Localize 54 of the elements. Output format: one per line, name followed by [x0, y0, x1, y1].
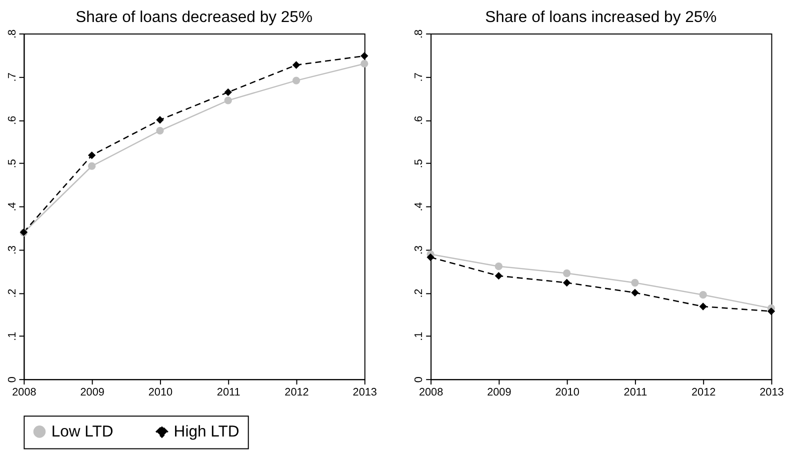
point	[360, 52, 368, 60]
y-tick-label: .8	[413, 29, 426, 38]
y-tick-label: 0	[6, 376, 18, 383]
point	[360, 60, 368, 68]
x-tick-label: 2010	[148, 386, 173, 398]
point	[156, 126, 164, 134]
x-tick-label: 2011	[216, 386, 240, 398]
x-tick-label: 2008	[418, 386, 444, 398]
legend-label: Low LTD	[51, 424, 114, 441]
legend-label: High LTD	[174, 424, 240, 441]
y-tick-label: .5	[6, 159, 18, 168]
x-tick-label: 2009	[80, 386, 104, 398]
point	[631, 288, 639, 297]
y-tick-label: .7	[6, 72, 18, 82]
y-tick-label: .2	[413, 288, 426, 298]
point	[292, 61, 300, 69]
point	[88, 151, 96, 160]
point	[426, 253, 434, 262]
y-tick-label: .4	[413, 202, 426, 212]
x-tick-label: 2013	[352, 386, 377, 398]
point	[631, 278, 639, 287]
y-tick-label: .1	[413, 332, 426, 341]
x-tick-label: 2011	[624, 386, 648, 398]
y-tick-label: .7	[413, 72, 426, 82]
point	[767, 307, 776, 316]
x-tick-label: 2013	[760, 386, 784, 398]
y-tick-label: .3	[413, 245, 426, 255]
point	[699, 302, 707, 310]
point	[292, 76, 300, 84]
y-tick-label: .5	[413, 159, 426, 168]
x-tick-label: 2012	[284, 386, 309, 398]
point	[88, 162, 96, 170]
point	[562, 269, 571, 278]
point	[699, 291, 707, 299]
x-tick-label: 2008	[12, 386, 36, 398]
y-tick-label: 0	[413, 376, 426, 383]
y-tick-label: .2	[6, 288, 18, 298]
x-tick-label: 2009	[487, 386, 512, 398]
y-tick-label: .3	[6, 245, 18, 255]
x-tick-label: 2012	[691, 386, 716, 398]
point	[494, 272, 503, 280]
point	[224, 88, 232, 96]
point	[562, 278, 571, 287]
point	[156, 116, 164, 124]
y-tick-label: .4	[6, 202, 18, 212]
chart-title: Share of loans increased by 25%	[485, 9, 717, 26]
y-tick-label: .8	[6, 29, 18, 38]
y-tick-label: .6	[413, 116, 426, 125]
chart-title: Share of loans decreased by 25%	[76, 9, 312, 26]
point	[494, 262, 503, 270]
point	[224, 96, 232, 104]
x-tick-label: 2010	[555, 386, 580, 398]
y-tick-label: .6	[6, 116, 18, 125]
y-tick-label: .1	[6, 332, 18, 341]
